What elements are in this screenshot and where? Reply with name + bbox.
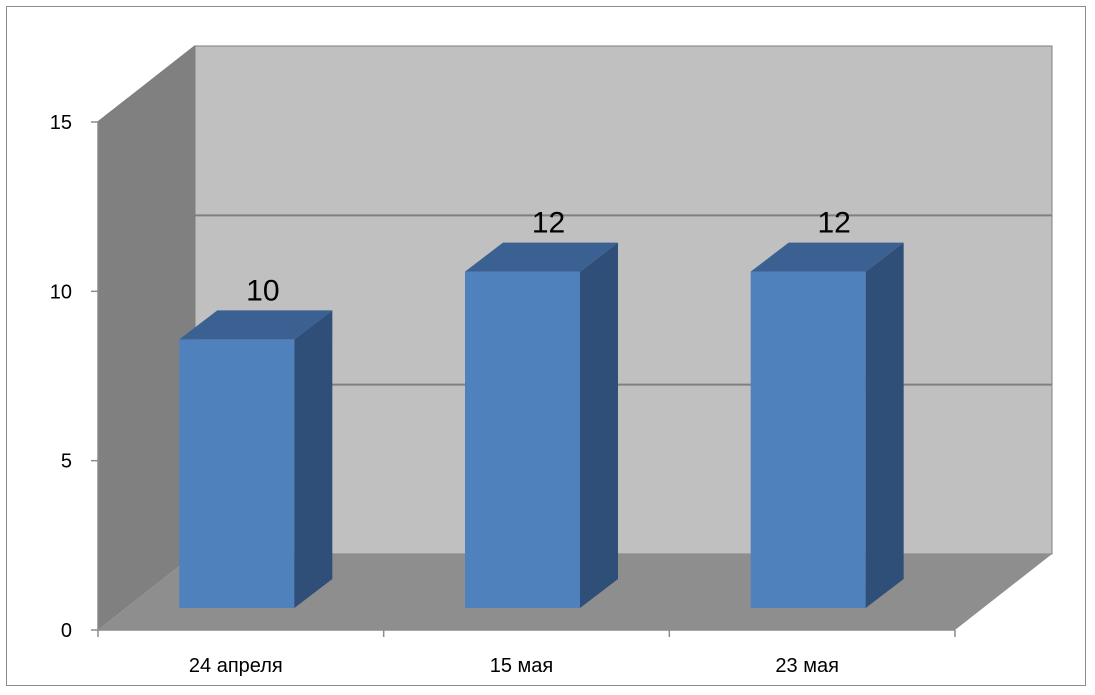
bars xyxy=(179,242,904,608)
y-tick-label: 0 xyxy=(61,620,72,642)
data-label: 12 xyxy=(532,207,565,240)
bar-side xyxy=(580,242,618,608)
axes xyxy=(91,121,956,637)
bar-top xyxy=(465,242,618,272)
bar-side xyxy=(865,242,904,608)
bar-0 xyxy=(179,310,333,608)
bar-side xyxy=(294,310,333,608)
labels: 0 5 10 15 10 24 апреля 12 15 мая 12 23 мая xyxy=(50,112,851,677)
y-tick-label: 5 xyxy=(61,451,72,473)
bar-front xyxy=(465,271,580,608)
bar-top xyxy=(179,310,333,340)
x-tick-label: 24 апреля xyxy=(189,655,283,677)
bar-1 xyxy=(465,242,618,608)
gridline-side-5 xyxy=(97,384,196,462)
data-label: 10 xyxy=(246,274,279,307)
bar-front xyxy=(179,339,295,608)
bar-front xyxy=(750,271,866,608)
data-label: 12 xyxy=(817,207,850,240)
side-wall xyxy=(98,46,195,630)
gridline-side-15 xyxy=(97,45,196,123)
bar-top xyxy=(750,242,904,272)
gridlines xyxy=(97,45,1052,462)
y-tick-label: 10 xyxy=(50,281,72,303)
x-tick-label: 15 мая xyxy=(490,655,554,677)
bar-2 xyxy=(750,242,904,608)
x-tick-label: 23 мая xyxy=(775,655,839,677)
gridline-side-10 xyxy=(97,214,196,292)
y-tick-label: 15 xyxy=(50,112,72,134)
